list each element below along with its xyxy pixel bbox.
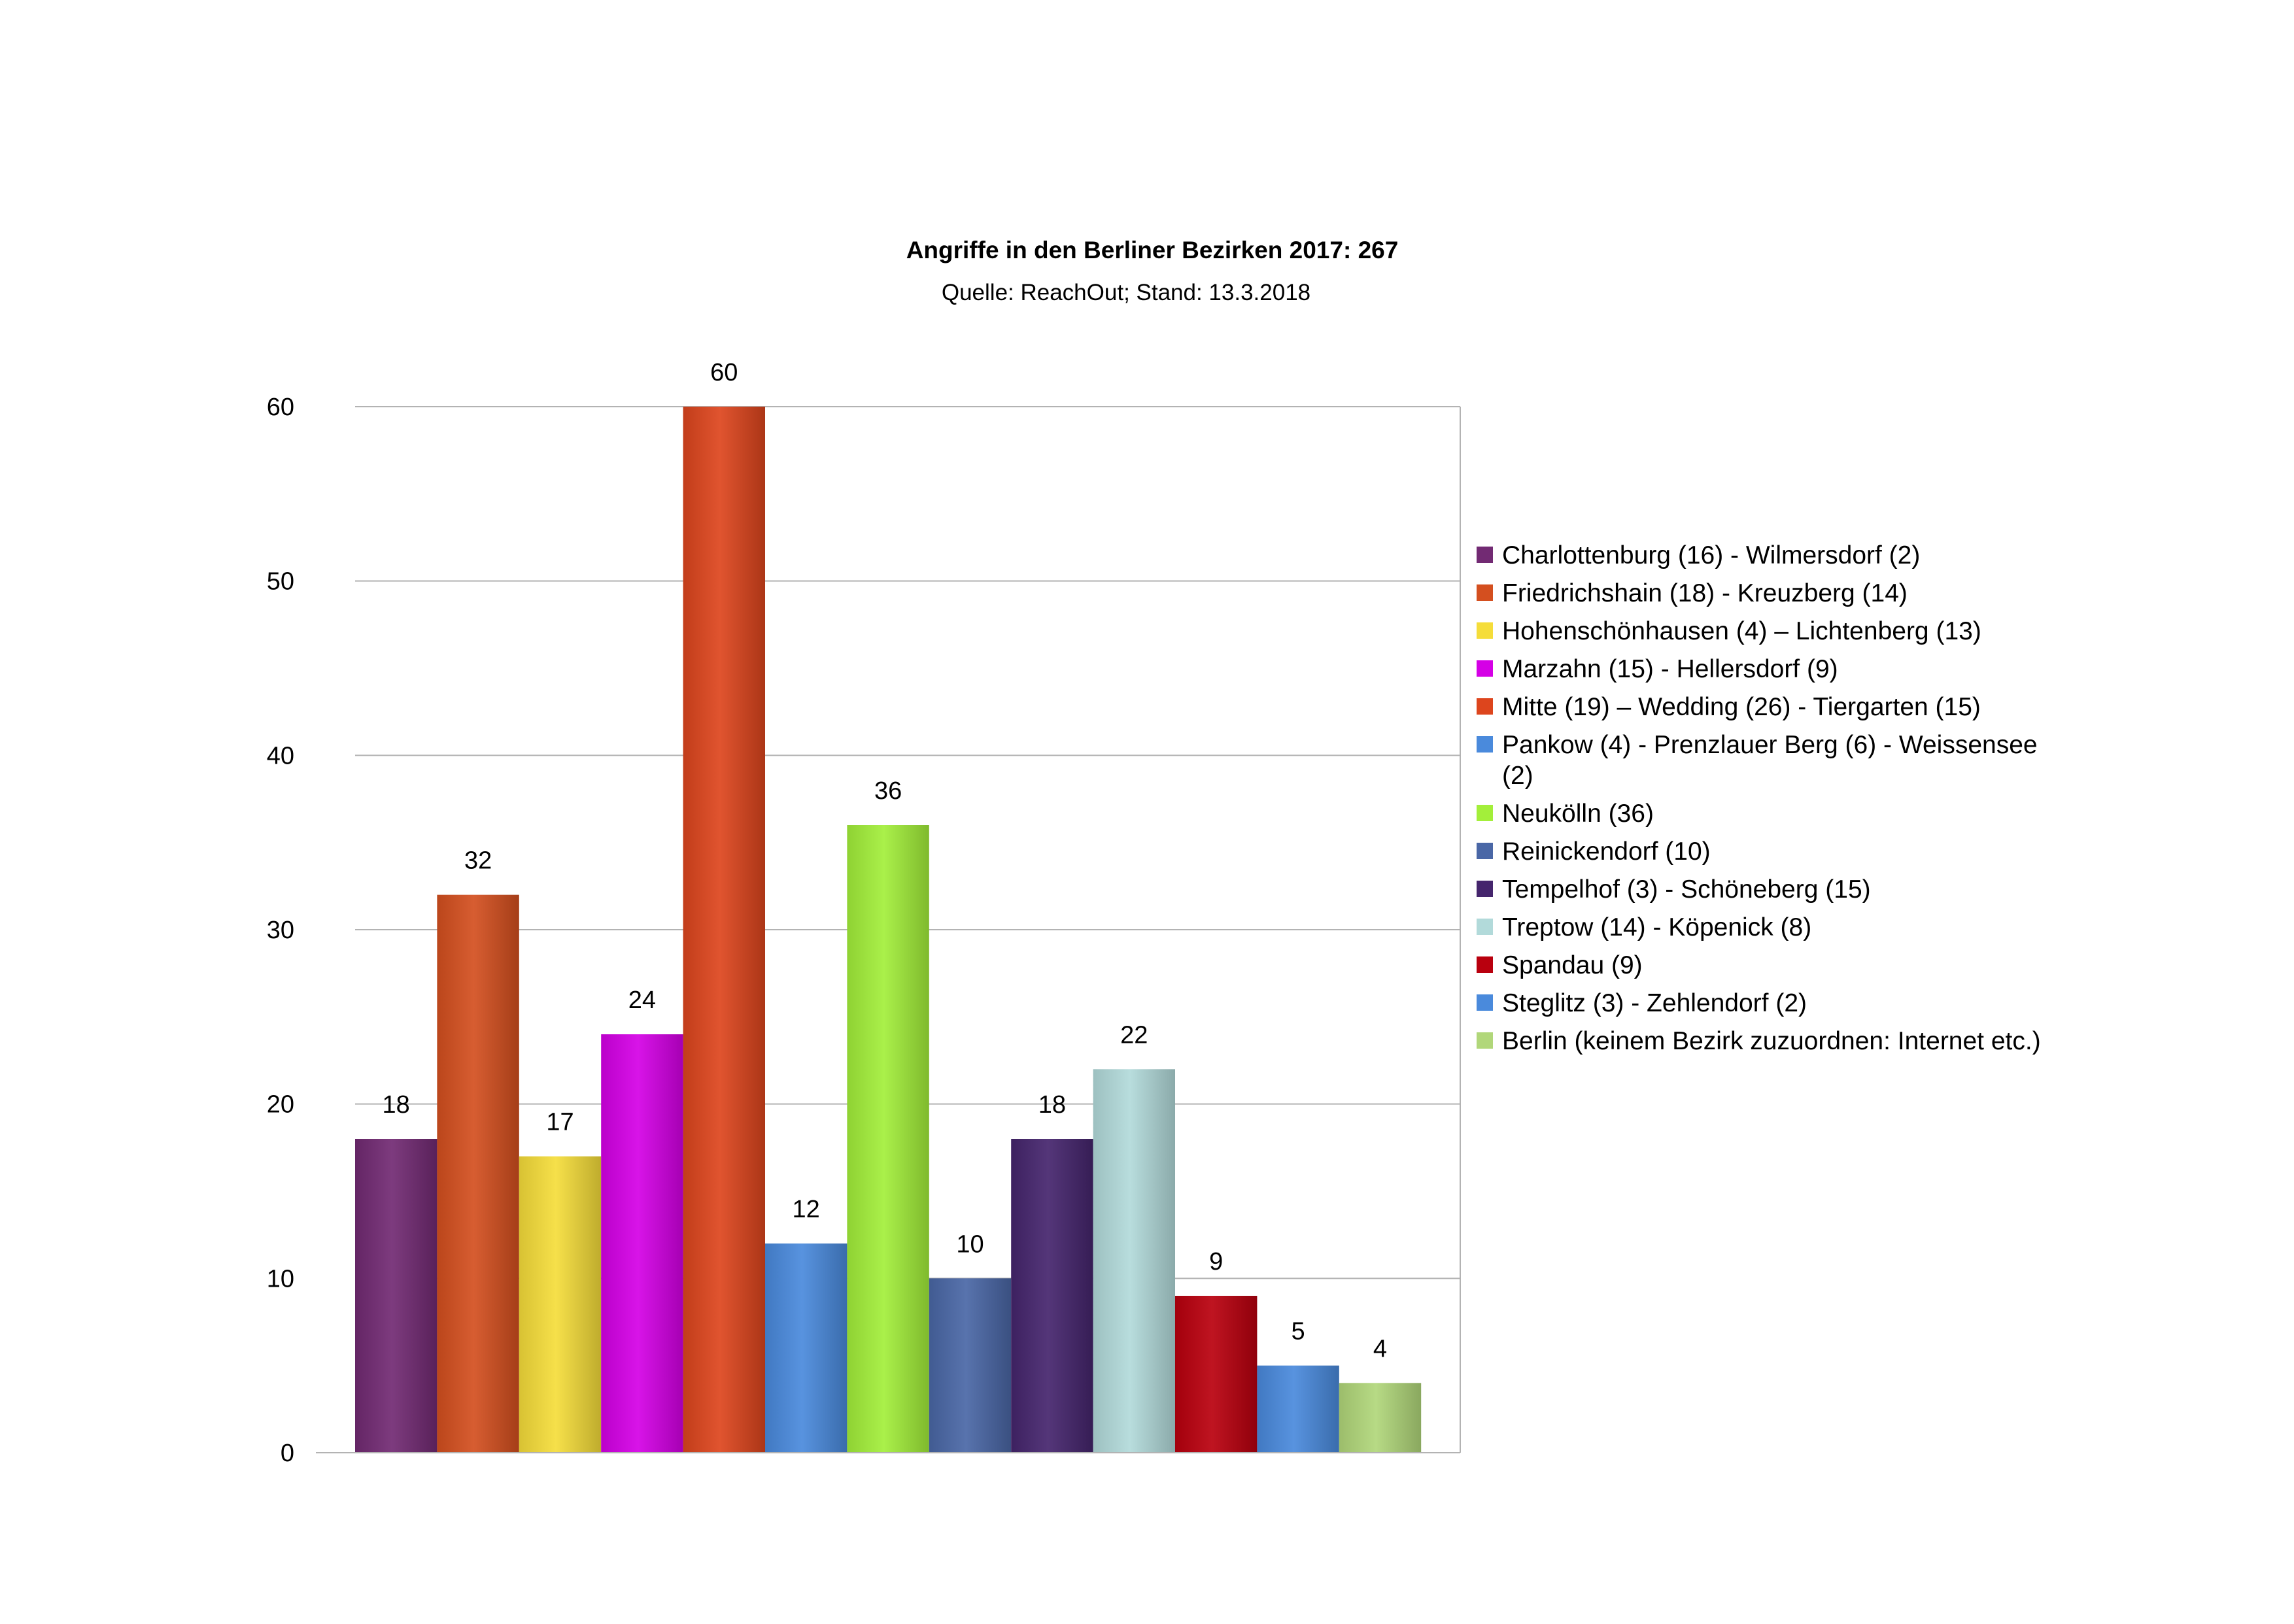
legend-item: Berlin (keinem Bezirk zuzuordnen: Intern… <box>1477 1027 2041 1055</box>
legend-swatch <box>1477 956 1493 973</box>
data-label: 12 <box>793 1196 820 1223</box>
legend-label: Marzahn (15) - Hellersdorf (9) <box>1502 655 1838 683</box>
legend-item: Reinickendorf (10) <box>1477 837 1711 866</box>
legend-item: Steglitz (3) - Zehlendorf (2) <box>1477 989 1807 1017</box>
legend-label: Mitte (19) – Wedding (26) - Tiergarten (… <box>1502 693 1981 721</box>
legend-swatch <box>1477 994 1493 1011</box>
legend-label: Pankow (4) - Prenzlauer Berg (6) - Weiss… <box>1502 731 2038 790</box>
bar <box>437 894 519 1453</box>
legend-label: Charlottenburg (16) - Wilmersdorf (2) <box>1502 541 1920 569</box>
legend: Charlottenburg (16) - Wilmersdorf (2) Fri… <box>1477 541 2041 1055</box>
bar <box>683 407 765 1453</box>
bar <box>929 1278 1012 1453</box>
bars <box>355 407 1422 1453</box>
data-label: 4 <box>1373 1335 1387 1362</box>
bar <box>1093 1069 1175 1453</box>
chart-title: Angriffe in den Berliner Bezirken 2017: … <box>906 237 1399 263</box>
data-label: 17 <box>546 1109 574 1136</box>
data-label: 32 <box>464 847 492 875</box>
bar <box>1011 1139 1093 1453</box>
bar <box>1339 1383 1422 1453</box>
legend-label: Berlin (keinem Bezirk zuzuordnen: Intern… <box>1502 1027 2041 1055</box>
bar <box>519 1156 602 1453</box>
legend-item: Mitte (19) – Wedding (26) - Tiergarten (… <box>1477 693 1981 721</box>
legend-swatch <box>1477 547 1493 563</box>
data-label: 24 <box>628 987 656 1014</box>
chart-subtitle: Quelle: ReachOut; Stand: 13.3.2018 <box>942 280 1310 305</box>
y-tick-label: 60 <box>267 394 294 421</box>
legend-item: Friedrichshain (18) - Kreuzberg (14) <box>1477 579 1908 607</box>
legend-item: Marzahn (15) - Hellersdorf (9) <box>1477 655 1838 683</box>
bar <box>601 1034 683 1453</box>
data-labels: 18 32 17 24 60 12 36 10 18 22 9 5 4 <box>383 359 1388 1362</box>
legend-item: Tempelhof (3) - Schöneberg (15) <box>1477 875 1871 904</box>
axes <box>316 407 1461 1453</box>
data-label: 22 <box>1120 1021 1148 1049</box>
legend-item: Treptow (14) - Köpenick (8) <box>1477 913 1811 941</box>
y-tick-label: 10 <box>267 1265 294 1293</box>
data-label: 18 <box>383 1091 410 1119</box>
legend-item: Pankow (4) - Prenzlauer Berg (6) - Weiss… <box>1477 731 2038 790</box>
y-tick-label: 50 <box>267 568 294 596</box>
legend-swatch <box>1477 622 1493 639</box>
data-label: 9 <box>1209 1248 1223 1276</box>
y-tick-label: 30 <box>267 917 294 944</box>
legend-item: Charlottenburg (16) - Wilmersdorf (2) <box>1477 541 1920 569</box>
bar <box>847 825 929 1453</box>
bar <box>355 1139 437 1453</box>
legend-swatch <box>1477 698 1493 715</box>
legend-swatch <box>1477 584 1493 601</box>
legend-item: Spandau (9) <box>1477 951 1643 979</box>
legend-label: Neukölln (36) <box>1502 800 1654 828</box>
legend-swatch <box>1477 805 1493 821</box>
legend-label: Spandau (9) <box>1502 951 1643 979</box>
data-label: 60 <box>710 359 738 386</box>
y-tick-label: 20 <box>267 1091 294 1119</box>
bar <box>1257 1365 1339 1453</box>
legend-item: Neukölln (36) <box>1477 800 1654 828</box>
data-label: 36 <box>874 777 902 805</box>
legend-swatch <box>1477 843 1493 859</box>
data-label: 5 <box>1292 1318 1305 1345</box>
y-tick-label: 40 <box>267 742 294 770</box>
legend-swatch <box>1477 1032 1493 1049</box>
data-label: 18 <box>1038 1091 1066 1119</box>
legend-swatch <box>1477 919 1493 935</box>
legend-item: Hohenschönhausen (4) – Lichtenberg (13) <box>1477 617 1981 645</box>
legend-label: Hohenschönhausen (4) – Lichtenberg (13) <box>1502 617 1981 645</box>
legend-label: Steglitz (3) - Zehlendorf (2) <box>1502 989 1807 1017</box>
legend-swatch <box>1477 736 1493 753</box>
legend-label: Reinickendorf (10) <box>1502 837 1711 866</box>
legend-label: Tempelhof (3) - Schöneberg (15) <box>1502 875 1871 904</box>
y-tick-label: 0 <box>281 1440 294 1467</box>
bar <box>765 1243 847 1453</box>
legend-label: Friedrichshain (18) - Kreuzberg (14) <box>1502 579 1908 607</box>
y-axis-ticks: 0 10 20 30 40 50 60 <box>267 394 294 1467</box>
bar <box>1175 1296 1258 1453</box>
data-label: 10 <box>956 1230 984 1258</box>
legend-swatch <box>1477 660 1493 677</box>
legend-label: Treptow (14) - Köpenick (8) <box>1502 913 1811 941</box>
legend-swatch <box>1477 881 1493 897</box>
